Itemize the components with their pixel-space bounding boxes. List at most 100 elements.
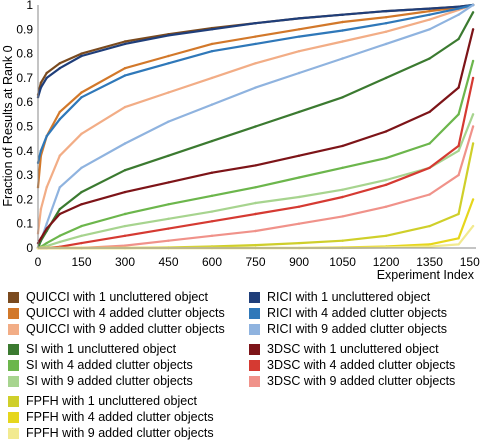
data-point: [457, 144, 460, 148]
series-4: [36, 3, 475, 99]
legend-label: 3DSC with 9 added clutter objects: [267, 374, 456, 388]
legend-item: RICI with 4 added clutter objects: [249, 305, 447, 321]
data-point: [167, 181, 170, 184]
data-point: [39, 149, 43, 152]
legend-label: FPFH with 9 added clutter objects: [26, 426, 214, 440]
data-point: [167, 91, 170, 94]
legend-label: RICI with 1 uncluttered object: [267, 290, 431, 304]
data-point: [341, 239, 344, 242]
data-point: [254, 243, 257, 247]
legend-label: QUICCI with 9 added clutter objects: [26, 322, 225, 336]
data-point: [384, 16, 388, 19]
data-point: [210, 171, 214, 174]
data-point: [167, 54, 170, 58]
data-point: [341, 29, 344, 32]
data-point: [167, 203, 170, 206]
data-point: [210, 139, 214, 143]
data-point: [457, 86, 460, 89]
data-point: [471, 28, 475, 31]
data-point: [80, 203, 83, 206]
series-5: [36, 3, 475, 165]
legend-swatch: [8, 427, 19, 439]
legend-swatch: [249, 359, 260, 371]
data-point: [123, 190, 127, 194]
data-point: [45, 76, 48, 80]
data-point: [167, 227, 170, 230]
x-tick-label: 1050: [329, 255, 356, 269]
y-tick-label: 0.8: [16, 47, 33, 61]
data-point: [341, 40, 344, 43]
data-point: [297, 241, 301, 245]
data-point: [123, 142, 127, 145]
legend-item: 3DSC with 1 uncluttered object: [249, 341, 439, 357]
x-tick-label: 450: [158, 255, 178, 269]
y-axis-title: Fraction of Results at Rank 0: [1, 45, 15, 206]
data-point: [210, 103, 214, 106]
series-line: [38, 77, 475, 250]
data-point: [80, 224, 83, 228]
data-point: [254, 186, 257, 189]
data-point: [210, 50, 214, 53]
legend-swatch: [8, 375, 19, 387]
data-point: [384, 205, 388, 208]
legend-label: QUICCI with 1 uncluttered object: [26, 290, 209, 304]
data-point: [123, 42, 127, 46]
data-point: [39, 207, 43, 211]
legend-swatch: [249, 307, 260, 319]
legend-label: RICI with 9 added clutter objects: [267, 322, 447, 336]
y-tick-label: 0.4: [16, 144, 33, 158]
x-axis-title: Experiment Index: [377, 268, 475, 282]
legend-item: SI with 9 added clutter objects: [8, 373, 193, 389]
data-point: [254, 86, 257, 89]
data-point: [341, 20, 344, 24]
data-point: [341, 166, 344, 169]
legend-label: QUICCI with 4 added clutter objects: [26, 306, 225, 320]
data-point: [384, 130, 388, 133]
data-point: [80, 241, 83, 245]
data-point: [457, 212, 460, 216]
data-point: [428, 28, 431, 31]
y-tick-label: 1: [26, 0, 33, 12]
y-tick-label: 0: [26, 241, 33, 255]
data-point: [341, 144, 344, 148]
data-point: [428, 18, 431, 21]
data-point: [58, 207, 61, 211]
data-point: [123, 74, 127, 77]
data-point: [457, 5, 460, 8]
data-point: [45, 241, 48, 245]
data-point: [58, 118, 61, 121]
data-point: [457, 113, 460, 116]
data-point: [428, 13, 431, 16]
data-point: [297, 222, 301, 225]
data-point: [428, 142, 431, 145]
data-point: [123, 234, 127, 237]
data-point: [297, 154, 301, 157]
data-point: [58, 240, 61, 244]
data-point: [254, 42, 257, 46]
data-point: [58, 62, 61, 65]
data-point: [58, 154, 61, 157]
data-point: [428, 245, 431, 248]
data-point: [471, 198, 475, 201]
data-point: [254, 229, 257, 233]
data-point: [167, 120, 170, 123]
data-point: [167, 62, 170, 65]
data-point: [471, 11, 475, 14]
legend-item: FPFH with 4 added clutter objects: [8, 409, 214, 425]
data-point: [254, 212, 257, 216]
data-point: [45, 186, 48, 189]
x-tick-label: 600: [202, 255, 222, 269]
legend-swatch: [249, 375, 260, 387]
data-point: [384, 178, 388, 182]
data-point: [210, 210, 214, 213]
data-point: [254, 164, 257, 167]
series-layer: [36, 3, 475, 250]
legend-swatch: [249, 323, 260, 335]
data-point: [384, 9, 388, 13]
data-point: [384, 42, 388, 46]
data-point: [384, 30, 388, 33]
y-tick-labels: 0 0.1 0.2 0.3 0.4 0.5 0.6 0.7 0.8 0.9 1: [16, 0, 33, 255]
data-point: [58, 110, 61, 114]
